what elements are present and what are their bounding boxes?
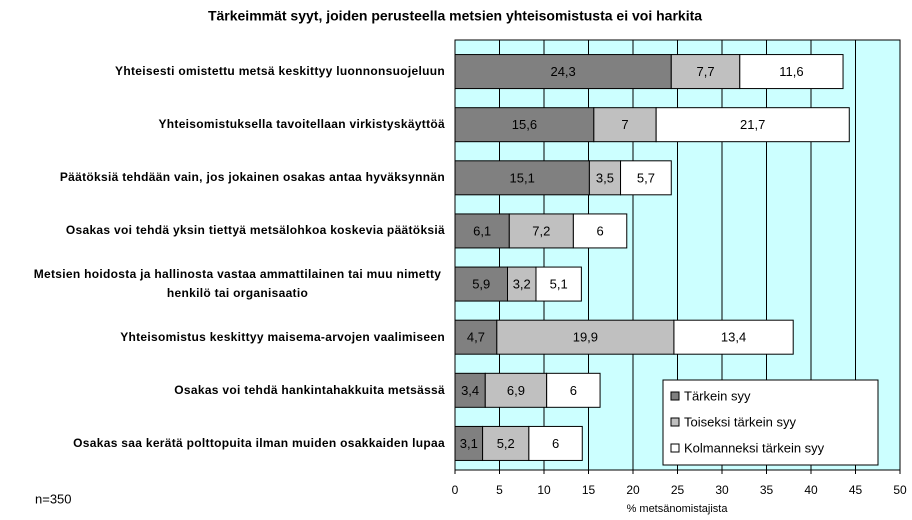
x-tick-label: 5 [496, 483, 503, 497]
category-label: Osakas saa kerätä polttopuita ilman muid… [73, 435, 445, 450]
category-label-box: Yhteisomistuksella tavoitellaan virkisty… [0, 100, 445, 150]
legend-swatch [670, 417, 680, 427]
x-tick-label: 25 [671, 483, 685, 497]
bar-segment [620, 160, 672, 196]
category-label-box: Päätöksiä tehdään vain, jos jokainen osa… [0, 153, 445, 203]
value-label: 6 [570, 383, 577, 398]
bar-segment [670, 54, 741, 90]
value-label: 6,1 [473, 223, 491, 238]
category-label: Osakas voi tehdä hankintahakkuita metsäs… [174, 382, 445, 397]
bar-segment [454, 266, 509, 302]
value-label: 7,7 [696, 64, 714, 79]
bar-segment [655, 107, 850, 143]
value-label: 19,9 [573, 330, 598, 345]
bar-segment [572, 213, 628, 249]
category-label-box: Osakas voi tehdä yksin tiettyä metsälohk… [0, 206, 445, 256]
x-axis-label: % metsänomistajista [627, 503, 729, 515]
value-label: 15,6 [512, 117, 537, 132]
x-tick-label: 15 [582, 483, 596, 497]
category-label: Osakas voi tehdä yksin tiettyä metsälohk… [65, 223, 445, 238]
category-label: Metsien hoidosta ja hallinosta vastaa am… [33, 267, 442, 301]
category-label-box: Osakas voi tehdä hankintahakkuita metsäs… [0, 365, 445, 415]
value-label: 13,4 [721, 330, 746, 345]
value-label: 15,1 [510, 170, 535, 185]
value-label: 6 [596, 223, 603, 238]
category-label-box: Yhteisomistus keskittyy maisema-arvojen … [0, 312, 445, 362]
value-label: 7 [621, 117, 628, 132]
value-label: 5,7 [637, 170, 655, 185]
value-label: 3,5 [596, 170, 614, 185]
value-label: 5,2 [497, 436, 515, 451]
bar-segment [507, 266, 537, 302]
x-tick-label: 35 [760, 483, 774, 497]
value-label: 5,1 [550, 277, 568, 292]
value-label: 3,2 [513, 277, 531, 292]
value-label: 3,4 [461, 383, 479, 398]
legend-label: Toiseksi tärkein syy [684, 414, 796, 429]
bar-segment [535, 266, 582, 302]
legend-box [662, 379, 879, 466]
bar-segment [673, 319, 794, 355]
bar-segment [484, 372, 548, 408]
x-tick-label: 0 [452, 483, 459, 497]
category-label-box: Yhteisesti omistettu metsä keskittyy luo… [0, 47, 445, 97]
bar-segment [454, 160, 590, 196]
x-tick-label: 20 [626, 483, 640, 497]
bar-segment [739, 54, 844, 90]
bar-segment [528, 425, 583, 461]
bar-segment [454, 107, 595, 143]
value-label: 5,9 [472, 277, 490, 292]
x-tick-label: 45 [849, 483, 863, 497]
category-label-box: Osakas saa kerätä polttopuita ilman muid… [0, 418, 445, 468]
bar-segment [482, 425, 530, 461]
value-label: 6,9 [507, 383, 525, 398]
x-tick-label: 30 [715, 483, 729, 497]
category-label: Päätöksiä tehdään vain, jos jokainen osa… [59, 170, 445, 185]
bar-segment [454, 372, 486, 408]
category-label: Yhteisomistus keskittyy maisema-arvojen … [120, 329, 445, 344]
legend-label: Kolmanneksi tärkein syy [684, 440, 825, 455]
bar-segment [588, 160, 622, 196]
bar-segment [454, 425, 484, 461]
bar-segment [508, 213, 574, 249]
value-label: 4,7 [467, 330, 485, 345]
bar-segment [546, 372, 601, 408]
value-label: 7,2 [532, 223, 550, 238]
bar-segment [496, 319, 675, 355]
value-label: 21,7 [740, 117, 765, 132]
chart-title: Tärkeimmät syyt, joiden perusteella mets… [208, 8, 702, 24]
value-label: 11,6 [779, 64, 803, 79]
legend-swatch [670, 443, 680, 453]
value-label: 6 [552, 436, 559, 451]
note: n=350 [35, 491, 72, 506]
x-tick-label: 40 [804, 483, 818, 497]
category-label-box: Metsien hoidosta ja hallinosta vastaa am… [0, 259, 445, 309]
legend-label: Tärkein syy [684, 388, 751, 403]
category-label: Yhteisesti omistettu metsä keskittyy luo… [115, 64, 445, 79]
x-tick-label: 50 [893, 483, 907, 497]
value-label: 3,1 [460, 436, 478, 451]
value-label: 24,3 [550, 64, 575, 79]
legend-swatch [670, 391, 680, 401]
category-label: Yhteisomistuksella tavoitellaan virkisty… [158, 117, 445, 132]
x-tick-label: 10 [537, 483, 551, 497]
